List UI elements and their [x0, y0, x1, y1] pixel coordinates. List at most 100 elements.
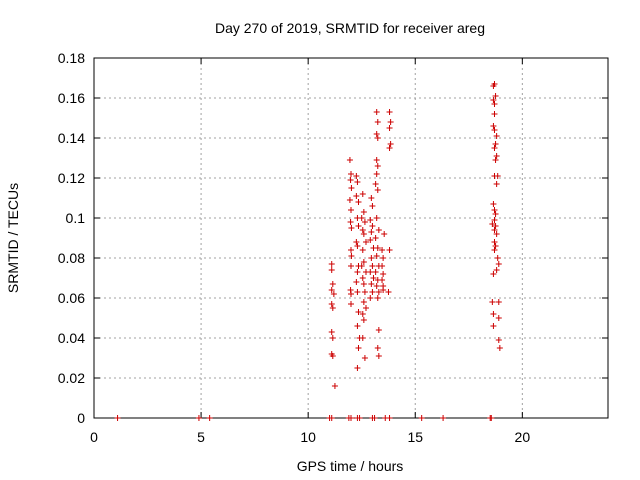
data-point: [354, 179, 361, 185]
data-point: [495, 337, 502, 343]
data-point: [370, 275, 377, 281]
data-point: [491, 145, 498, 151]
data-point: [374, 119, 381, 125]
y-tick-labels: 0 0.02 0.04 0.06 0.08 0.1 0.12 0.14 0.16 0.18: [58, 50, 85, 426]
data-point: [386, 145, 393, 151]
data-point: [359, 335, 366, 341]
data-point: [495, 299, 502, 305]
y-tick-label: 0.12: [58, 170, 85, 186]
data-point: [348, 291, 354, 297]
data-point: [494, 173, 501, 179]
data-point: [328, 301, 335, 307]
data-point: [494, 255, 501, 261]
data-point: [491, 111, 498, 117]
y-axis-label: SRMTID / TECUs: [5, 183, 21, 293]
data-point: [374, 187, 381, 193]
data-point: [490, 123, 497, 129]
data-point: [369, 223, 376, 229]
data-point: [491, 81, 498, 87]
data-point: [328, 287, 335, 293]
data-point: [379, 247, 386, 253]
data-point: [495, 315, 502, 321]
data-point: [355, 345, 362, 351]
data-point: [359, 247, 366, 253]
data-point: [362, 239, 369, 245]
data-point: [492, 141, 499, 147]
data-point: [374, 245, 381, 251]
data-point: [491, 207, 498, 213]
data-point: [360, 231, 367, 237]
data-point: [330, 291, 337, 297]
data-point: [386, 415, 393, 421]
data-point: [492, 211, 499, 217]
data-point: [373, 109, 380, 115]
data-point: [329, 335, 336, 341]
data-point: [493, 133, 500, 139]
data-point: [373, 215, 380, 221]
data-point: [356, 415, 363, 421]
data-point: [361, 289, 368, 295]
chart-title: Day 270 of 2019, SRMTID for receiver are…: [215, 20, 485, 36]
data-point: [374, 345, 381, 351]
data-point: [386, 109, 393, 115]
data-point: [331, 383, 338, 389]
data-point: [492, 243, 499, 249]
data-point: [371, 415, 378, 421]
data-point: [385, 289, 392, 295]
data-point: [360, 317, 367, 323]
data-point: [418, 415, 425, 421]
data-point: [361, 219, 368, 225]
data-point: [348, 185, 355, 191]
data-point: [375, 327, 382, 333]
data-point: [373, 157, 380, 163]
data-point: [379, 277, 386, 283]
data-point: [368, 229, 375, 235]
data-point: [353, 239, 360, 245]
data-point: [360, 299, 367, 305]
data-point: [489, 299, 496, 305]
data-point: [374, 135, 381, 141]
data-point: [492, 93, 499, 99]
x-axis-label: GPS time / hours: [297, 458, 404, 474]
x-tick-label: 20: [515, 429, 531, 445]
data-point: [373, 283, 380, 289]
data-point: [346, 197, 353, 203]
y-tick-label: 0.18: [58, 50, 85, 66]
data-point: [328, 329, 335, 335]
data-point: [348, 247, 354, 253]
data-point: [491, 247, 498, 253]
data-point: [367, 295, 374, 301]
data-point: [367, 217, 374, 223]
data-point: [328, 261, 335, 267]
data-point: [492, 223, 499, 229]
data-point: [358, 263, 365, 269]
data-point: [368, 195, 375, 201]
data-point: [361, 355, 368, 361]
data-point: [493, 153, 500, 159]
data-point: [368, 255, 375, 261]
axis-ticks: [93, 57, 608, 419]
data-point: [353, 279, 360, 285]
data-point: [488, 415, 495, 421]
data-point: [367, 237, 374, 243]
data-point: [375, 227, 382, 233]
data-point: [329, 353, 336, 359]
x-tick-label: 5: [197, 429, 205, 445]
x-tick-labels: 0 5 10 15 20: [90, 429, 530, 445]
data-point: [354, 243, 361, 249]
data-point: [491, 217, 498, 223]
data-point: [491, 239, 498, 245]
y-tick-label: 0.08: [58, 250, 85, 266]
data-point: [372, 181, 379, 187]
data-point: [373, 131, 380, 137]
data-point: [353, 173, 360, 179]
data-point: [493, 267, 500, 273]
data-point: [375, 289, 382, 295]
y-tick-label: 0.16: [58, 90, 85, 106]
data-point: [359, 191, 366, 197]
data-point: [360, 281, 367, 287]
data-point: [379, 263, 386, 269]
data-point: [348, 415, 354, 421]
data-point: [496, 345, 503, 351]
